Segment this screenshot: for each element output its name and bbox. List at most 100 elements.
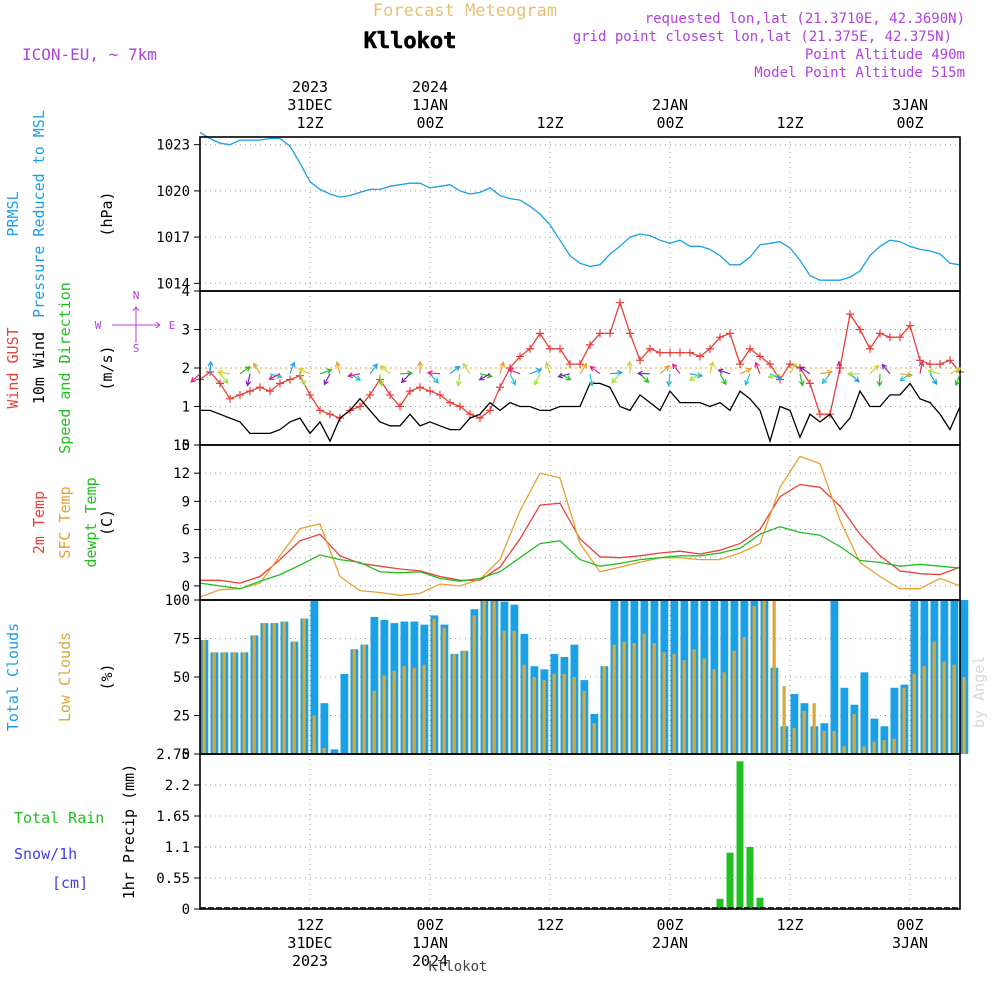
total-cloud-bar — [830, 600, 839, 754]
y-tick-label: 0 — [182, 902, 190, 918]
wind-direction-arrow — [190, 373, 201, 383]
low-cloud-bar — [382, 675, 386, 754]
gust-marker — [326, 410, 334, 419]
panel-frame — [199, 136, 961, 292]
wind-direction-arrow — [609, 370, 624, 376]
gust-marker — [296, 371, 304, 380]
wind-direction-arrow — [927, 368, 941, 375]
wind-direction-arrow — [559, 373, 572, 381]
wind-direction-arrow — [717, 368, 731, 375]
low-cloud-bar — [562, 673, 566, 754]
wind-direction-arrow — [297, 367, 311, 375]
low-cloud-bar — [822, 730, 826, 754]
low-cloud-bar — [592, 723, 596, 754]
gust-marker — [276, 379, 284, 388]
wind-direction-arrow — [626, 360, 633, 374]
gust-marker — [626, 329, 634, 338]
top-time-label: 12Z — [296, 114, 323, 132]
y-tick-label: 1017 — [156, 230, 190, 246]
total-cloud-bar — [860, 672, 869, 754]
wind-direction-arrow — [611, 373, 621, 384]
compass-rose — [112, 306, 161, 343]
panel-label: Total Clouds — [4, 623, 22, 731]
panel-2: 0 3 6 9 12 15 — [173, 438, 961, 601]
y-tick-label: 1 — [182, 400, 190, 416]
low-cloud-bar — [292, 641, 296, 754]
compass-south: S — [133, 342, 140, 355]
low-cloud-bar — [812, 703, 816, 754]
gust-marker — [556, 344, 564, 353]
panel-ylabel: (m/s) — [98, 345, 116, 390]
wind-direction-arrow — [636, 370, 651, 377]
wind-direction-arrow — [216, 369, 231, 376]
low-cloud-bar — [752, 606, 756, 754]
bottom-time-label: 1JAN — [412, 934, 448, 952]
gust-marker — [286, 375, 294, 384]
watermark: by Angel — [970, 656, 988, 728]
low-cloud-bar — [542, 680, 546, 754]
wind-direction-arrow — [369, 363, 378, 375]
panel-ylabel: (%) — [98, 663, 116, 690]
gust-marker — [706, 344, 714, 353]
total-cloud-bar — [370, 616, 379, 754]
low-cloud-bar — [722, 672, 726, 754]
wind-direction-arrow — [846, 370, 861, 377]
wind-direction-arrow — [798, 373, 805, 387]
low-cloud-bar — [452, 653, 456, 754]
gust-marker — [726, 329, 734, 338]
wind-direction-arrow — [219, 373, 229, 385]
gust-marker — [316, 406, 324, 415]
panel-label: PRMSL — [4, 191, 22, 236]
y-tick-label: 50 — [173, 670, 190, 686]
wind-direction-arrow — [918, 360, 925, 374]
y-tick-label: 0.55 — [156, 871, 190, 887]
gust-marker — [906, 321, 914, 330]
gust-marker — [386, 390, 394, 399]
wind-arrows — [190, 360, 962, 388]
low-cloud-bar — [202, 640, 206, 754]
low-cloud-bar — [522, 664, 526, 754]
wind-direction-arrow — [253, 362, 261, 375]
gust-marker — [536, 329, 544, 338]
gust-marker — [546, 344, 554, 353]
wind-direction-arrow — [239, 366, 251, 375]
low-cloud-bar — [212, 652, 216, 754]
gust-marker — [766, 360, 774, 369]
panel-ylabel: (hPa) — [98, 191, 116, 236]
gust-marker — [466, 410, 474, 419]
model-label: ICON-EU, ~ 7km — [22, 45, 157, 64]
low-cloud-bar — [552, 673, 556, 754]
wind-direction-arrow — [659, 365, 671, 375]
y-tick-label: 15 — [173, 438, 190, 454]
gust-marker — [236, 390, 244, 399]
low-cloud-bar — [762, 600, 766, 754]
top-time-label: 1JAN — [412, 96, 448, 114]
top-time-label: 00Z — [896, 114, 923, 132]
wind-direction-arrow — [379, 365, 391, 375]
wind-direction-arrow — [478, 373, 491, 381]
bottom-time-label: 3JAN — [892, 934, 928, 952]
gust-marker — [646, 344, 654, 353]
panel-frame — [199, 753, 961, 910]
series-10m-wind — [200, 382, 961, 444]
gust-marker — [946, 356, 954, 365]
panel-labels: PRMSL Pressure Reduced to MSL (hPa) Wind GU… — [4, 110, 175, 899]
low-cloud-bar — [632, 643, 636, 754]
app-title: Forecast Meteogram — [373, 1, 557, 21]
grid-point-coords: grid point closest lon,lat (21.375E, 42.… — [573, 29, 952, 45]
panel-1: 0 1 2 3 4 — [182, 284, 964, 454]
y-tick-label: 75 — [173, 632, 190, 648]
low-cloud-bar — [892, 738, 896, 754]
wind-direction-arrow — [709, 360, 715, 374]
low-cloud-bar — [742, 636, 746, 754]
panel-label: 2m Temp — [30, 491, 48, 554]
top-time-label: 2023 — [292, 78, 328, 96]
gust-marker — [936, 360, 944, 369]
low-cloud-bar — [492, 601, 496, 754]
gust-marker — [876, 329, 884, 338]
y-tick-label: 0 — [182, 747, 190, 763]
wind-direction-arrow — [666, 373, 673, 387]
gust-marker — [356, 402, 364, 411]
panel-label: Low Clouds — [56, 632, 74, 722]
gust-marker — [686, 348, 694, 357]
